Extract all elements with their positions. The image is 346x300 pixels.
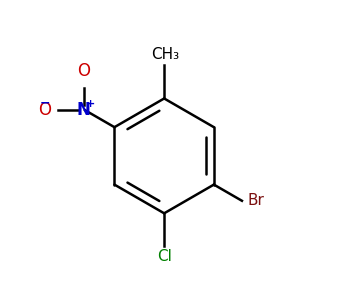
Text: Cl: Cl — [157, 249, 172, 264]
Text: O: O — [38, 101, 51, 119]
Text: CH₃: CH₃ — [152, 47, 180, 62]
Text: N: N — [77, 101, 91, 119]
Text: +: + — [85, 99, 95, 109]
Text: Br: Br — [247, 193, 264, 208]
Text: −: − — [39, 97, 50, 110]
Text: O: O — [77, 62, 90, 80]
